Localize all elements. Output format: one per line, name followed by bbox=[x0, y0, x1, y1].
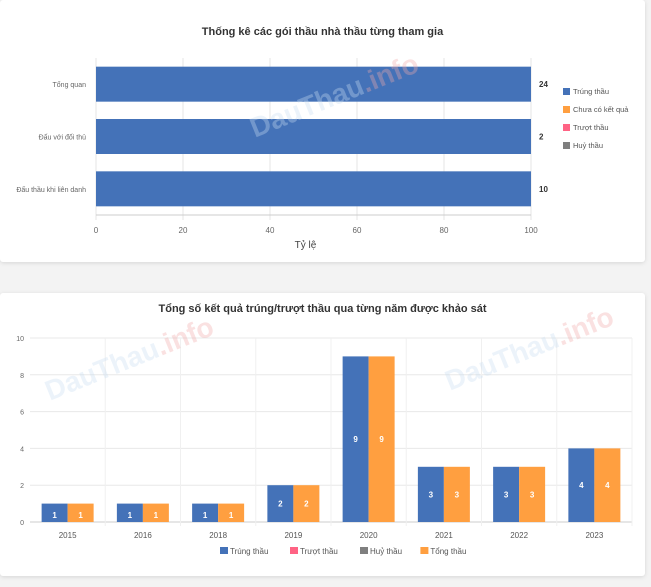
bar bbox=[267, 485, 294, 522]
legend-swatch bbox=[563, 106, 570, 113]
bar-count-label: 2 bbox=[539, 133, 544, 142]
x-tick-label: 2023 bbox=[585, 531, 603, 540]
x-axis-label: Tỷ lệ bbox=[295, 239, 317, 251]
legend-swatch bbox=[563, 124, 570, 131]
bar-value-label: 9 bbox=[353, 435, 358, 444]
bar bbox=[41, 503, 68, 522]
bar bbox=[519, 466, 546, 522]
bar-value-label: 3 bbox=[504, 490, 509, 499]
bar-value-label: 9 bbox=[379, 435, 384, 444]
bar bbox=[96, 171, 531, 207]
legend-label: Huỷ thầu bbox=[573, 141, 603, 150]
x-tick-label: 100 bbox=[524, 226, 538, 235]
chart1-title: Thống kê các gói thầu nhà thầu từng tham… bbox=[201, 26, 444, 38]
legend-swatch bbox=[360, 547, 368, 554]
legend-swatch bbox=[563, 142, 570, 149]
legend-swatch bbox=[563, 88, 570, 95]
x-tick-label: 0 bbox=[94, 226, 99, 235]
y-tick-label: 2 bbox=[20, 483, 24, 490]
x-tick-label: 80 bbox=[440, 226, 449, 235]
legend-label: Tổng thầu bbox=[430, 547, 466, 556]
bar bbox=[568, 448, 595, 522]
legend-label: Huỷ thầu bbox=[370, 547, 402, 556]
bar-value-label: 1 bbox=[128, 511, 133, 520]
y-category-label: Tổng quan bbox=[53, 81, 87, 89]
x-tick-label: 2021 bbox=[435, 531, 453, 540]
legend-swatch bbox=[420, 547, 429, 554]
x-tick-label: 2016 bbox=[134, 531, 152, 540]
y-tick-label: 4 bbox=[20, 446, 24, 453]
legend-swatch bbox=[220, 547, 228, 554]
y-tick-label: 0 bbox=[20, 520, 24, 527]
bar-value-label: 1 bbox=[203, 511, 208, 520]
bid-package-stats-card: Thống kê các gói thầu nhà thầu từng tham… bbox=[0, 0, 645, 262]
bar bbox=[96, 66, 531, 102]
bar bbox=[594, 448, 621, 522]
x-tick-label: 2019 bbox=[284, 531, 302, 540]
y-category-label: Đấu thầu khi liên danh bbox=[16, 185, 86, 194]
legend-label: Trúng thầu bbox=[573, 87, 609, 96]
y-tick-label: 6 bbox=[20, 410, 24, 417]
bar bbox=[218, 503, 245, 522]
legend-label: Trúng thầu bbox=[230, 547, 268, 556]
legend-label: Trượt thầu bbox=[300, 547, 338, 556]
y-category-label: Đấu với đối thủ bbox=[39, 133, 87, 142]
x-tick-label: 60 bbox=[353, 226, 362, 235]
bar-value-label: 4 bbox=[605, 481, 610, 490]
bar-count-label: 24 bbox=[539, 80, 548, 89]
bar bbox=[116, 503, 143, 522]
x-tick-label: 2018 bbox=[209, 531, 227, 540]
bar bbox=[67, 503, 94, 522]
bar-value-label: 1 bbox=[52, 511, 57, 520]
x-tick-label: 2015 bbox=[59, 531, 77, 540]
bar-value-label: 1 bbox=[154, 511, 159, 520]
x-tick-label: 2022 bbox=[510, 531, 528, 540]
legend-label: Trượt thầu bbox=[573, 123, 609, 132]
bar bbox=[342, 356, 369, 522]
bar bbox=[293, 485, 320, 522]
bar-value-label: 1 bbox=[78, 511, 83, 520]
bar-value-label: 2 bbox=[304, 500, 309, 509]
bar bbox=[493, 466, 520, 522]
legend-label: Chưa có kết quả bbox=[573, 105, 629, 114]
bar-value-label: 1 bbox=[229, 511, 234, 520]
y-tick-label: 10 bbox=[16, 336, 24, 343]
bar-value-label: 4 bbox=[579, 481, 584, 490]
bar-value-label: 3 bbox=[455, 490, 460, 499]
bar-value-label: 2 bbox=[278, 500, 283, 509]
bar bbox=[417, 466, 444, 522]
y-tick-label: 8 bbox=[20, 373, 24, 380]
yearly-results-card: Tổng số kết quả trúng/trượt thầu qua từn… bbox=[0, 293, 645, 576]
chart2-title: Tổng số kết quả trúng/trượt thầu qua từn… bbox=[158, 303, 487, 315]
bar-value-label: 3 bbox=[429, 490, 434, 499]
chart1-svg: 0 20 40 60 80 100 Tỷ lệ Tổng quan 24 Đấu với đối … bbox=[16, 58, 629, 251]
x-tick-label: 20 bbox=[179, 226, 188, 235]
bar bbox=[368, 356, 395, 522]
bar bbox=[96, 119, 531, 154]
bar bbox=[192, 503, 219, 522]
x-tick-label: 2020 bbox=[360, 531, 378, 540]
bar-count-label: 10 bbox=[539, 185, 548, 194]
chart2-svg: 0 2 4 6 8 10 2015 1 1 2016 1 1 2018 1 1 2019 2 2 2020 9 9 202… bbox=[16, 336, 633, 556]
bar bbox=[443, 466, 470, 522]
x-tick-label: 40 bbox=[266, 226, 275, 235]
bar bbox=[142, 503, 169, 522]
legend-swatch bbox=[290, 547, 298, 554]
bar-value-label: 3 bbox=[530, 490, 535, 499]
